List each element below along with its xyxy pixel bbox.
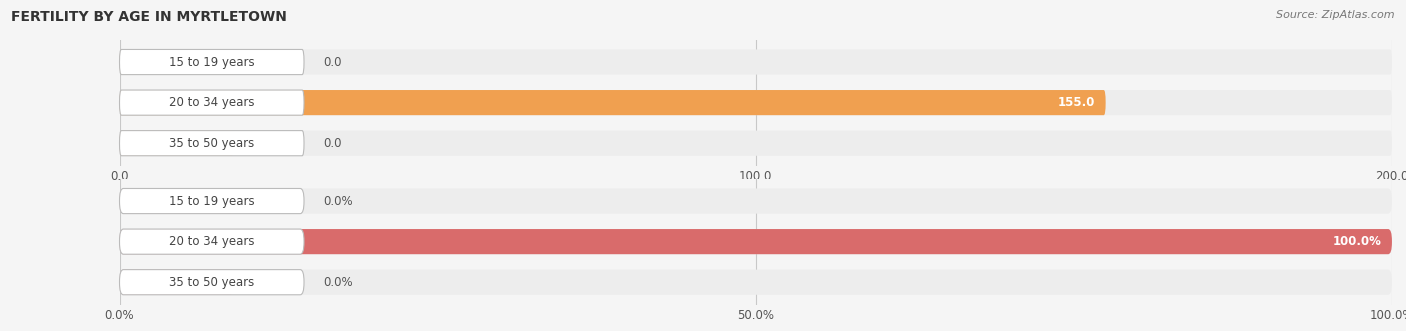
Text: 0.0%: 0.0% — [323, 195, 353, 208]
Text: 15 to 19 years: 15 to 19 years — [169, 56, 254, 69]
FancyBboxPatch shape — [120, 131, 233, 156]
Text: 100.0%: 100.0% — [1333, 235, 1382, 248]
FancyBboxPatch shape — [120, 229, 1392, 254]
Text: 35 to 50 years: 35 to 50 years — [169, 137, 254, 150]
FancyBboxPatch shape — [120, 229, 1392, 254]
Text: 35 to 50 years: 35 to 50 years — [169, 276, 254, 289]
Text: 0.0%: 0.0% — [323, 276, 353, 289]
FancyBboxPatch shape — [120, 49, 304, 74]
FancyBboxPatch shape — [120, 270, 1392, 295]
FancyBboxPatch shape — [120, 49, 1392, 74]
Text: 155.0: 155.0 — [1059, 96, 1095, 109]
Text: 0.0: 0.0 — [323, 137, 342, 150]
Text: 0.0: 0.0 — [323, 56, 342, 69]
FancyBboxPatch shape — [120, 90, 1105, 115]
Text: 15 to 19 years: 15 to 19 years — [169, 195, 254, 208]
FancyBboxPatch shape — [120, 188, 233, 213]
Text: 20 to 34 years: 20 to 34 years — [169, 235, 254, 248]
FancyBboxPatch shape — [120, 229, 304, 254]
FancyBboxPatch shape — [120, 90, 304, 115]
Text: 20 to 34 years: 20 to 34 years — [169, 96, 254, 109]
FancyBboxPatch shape — [120, 188, 1392, 213]
FancyBboxPatch shape — [120, 49, 233, 74]
FancyBboxPatch shape — [120, 270, 304, 295]
FancyBboxPatch shape — [120, 188, 304, 213]
FancyBboxPatch shape — [120, 131, 304, 156]
FancyBboxPatch shape — [120, 90, 1392, 115]
FancyBboxPatch shape — [120, 131, 1392, 156]
Text: Source: ZipAtlas.com: Source: ZipAtlas.com — [1277, 10, 1395, 20]
FancyBboxPatch shape — [120, 270, 233, 295]
Text: FERTILITY BY AGE IN MYRTLETOWN: FERTILITY BY AGE IN MYRTLETOWN — [11, 10, 287, 24]
